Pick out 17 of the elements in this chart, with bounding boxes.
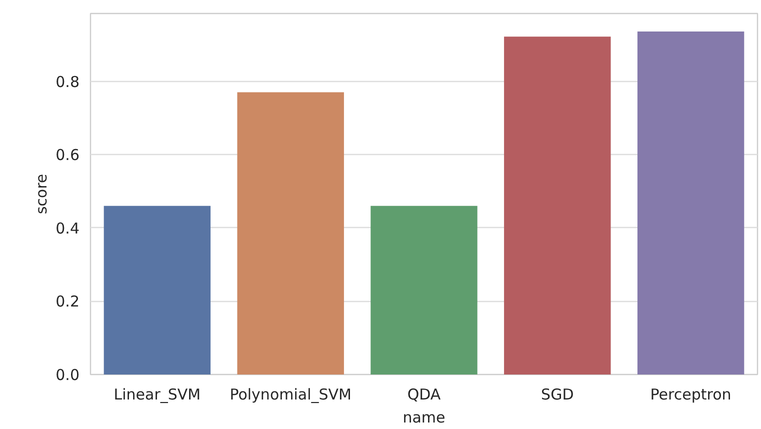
bar: [637, 31, 744, 374]
bar: [104, 206, 211, 374]
x-tick-label: QDA: [407, 386, 442, 404]
x-tick-label: Polynomial_SVM: [230, 386, 352, 404]
y-tick-label: 0.6: [56, 146, 80, 164]
x-tick-label: SGD: [541, 386, 574, 404]
x-tick-label: Linear_SVM: [114, 386, 201, 404]
y-axis-title: score: [32, 174, 51, 214]
y-tick-label: 0.2: [56, 292, 80, 311]
y-tick-label: 0.8: [56, 72, 80, 91]
x-tick-label: Perceptron: [650, 386, 732, 404]
x-axis-title: name: [402, 408, 446, 426]
bar: [237, 92, 344, 374]
y-tick-label: 0.0: [56, 366, 80, 384]
bar: [504, 36, 611, 374]
bar: [370, 206, 478, 374]
y-tick-label: 0.4: [56, 219, 80, 238]
